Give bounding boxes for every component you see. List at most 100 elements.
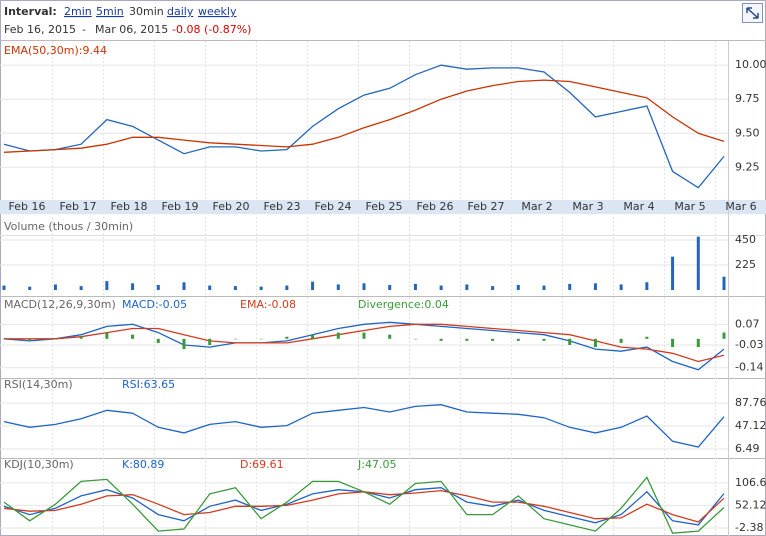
y-tick-label: 9.50 — [735, 126, 760, 139]
bar — [53, 284, 57, 290]
bar — [311, 281, 315, 290]
date-label: Feb 20 — [213, 200, 250, 213]
legend-entry: Divergence:0.04 — [358, 298, 449, 311]
date-label: Feb 23 — [264, 200, 301, 213]
y-tick-label: 52.12 — [735, 498, 766, 511]
bar — [233, 338, 237, 340]
bar — [568, 283, 572, 290]
date-band — [0, 200, 766, 214]
interval-link[interactable]: daily — [167, 5, 194, 18]
date-label: Mar 6 — [725, 200, 756, 213]
bar — [208, 338, 212, 345]
bar — [439, 285, 443, 290]
panel-title: KDJ(10,30m) — [4, 458, 74, 471]
date-label: Mar 3 — [572, 200, 603, 213]
bar — [542, 338, 546, 341]
bar — [645, 282, 649, 290]
date-label: Feb 25 — [366, 200, 403, 213]
bar — [696, 236, 700, 290]
bar — [465, 338, 469, 341]
bar — [362, 332, 366, 339]
interval-current: 30min — [129, 5, 164, 18]
date-label: Mar 4 — [623, 200, 654, 213]
bar — [336, 332, 340, 339]
interval-link[interactable]: 5min — [96, 5, 124, 18]
bar — [619, 284, 623, 290]
y-tick-label: 10.00 — [735, 58, 766, 71]
interval-link[interactable]: weekly — [198, 5, 237, 18]
bar — [336, 284, 340, 290]
y-tick-label: 47.12 — [735, 419, 766, 432]
date-label: Feb 26 — [417, 200, 454, 213]
bar — [28, 338, 32, 341]
bar — [388, 334, 392, 339]
bar — [491, 338, 495, 341]
legend-entry: K:80.89 — [122, 458, 164, 471]
bar — [156, 285, 160, 290]
y-tick-label: 0.07 — [735, 317, 760, 330]
panel-title: MACD(12,26,9,30m) — [4, 298, 116, 311]
bar — [413, 338, 417, 340]
bar — [156, 338, 160, 343]
y-tick-label: 87.76 — [735, 396, 766, 409]
bar — [645, 336, 649, 339]
bar — [696, 338, 700, 348]
legend-entry: EMA:-0.08 — [240, 298, 296, 311]
date-label: Feb 27 — [468, 200, 505, 213]
range-end: Mar 06, 2015 — [95, 23, 168, 36]
y-tick-label: 6.49 — [735, 442, 760, 455]
range-sep: - — [82, 23, 86, 36]
legend-entry: RSI:63.65 — [122, 378, 175, 391]
bar — [285, 285, 289, 290]
y-tick-label: 450 — [735, 233, 756, 246]
bar — [79, 286, 83, 290]
range-change: -0.08 (-0.87%) — [172, 23, 251, 36]
interval-label: Interval: — [4, 5, 57, 18]
line — [3, 404, 725, 448]
legend-entry: D:69.61 — [240, 458, 284, 471]
y-tick-label: -2.38 — [735, 521, 763, 534]
panel-title: Volume (thous / 30min) — [4, 220, 133, 233]
interval-link[interactable]: 2min — [64, 5, 92, 18]
bar — [593, 283, 597, 290]
bar — [619, 338, 623, 343]
y-tick-label: -0.03 — [735, 338, 763, 351]
date-label: Feb 18 — [111, 200, 148, 213]
legend-entry: EMA(50,30m):9.44 — [4, 44, 107, 57]
line — [4, 323, 725, 363]
bar — [516, 285, 520, 290]
expand-button[interactable] — [742, 3, 763, 23]
bar — [105, 281, 109, 290]
bar — [568, 338, 572, 345]
bar — [285, 336, 289, 339]
bar — [259, 338, 263, 340]
bar — [362, 283, 366, 290]
bar — [722, 276, 726, 290]
date-label: Feb 16 — [9, 200, 46, 213]
line — [3, 79, 725, 153]
bar — [131, 334, 135, 339]
bar — [208, 285, 212, 290]
bar — [182, 338, 186, 350]
bar — [439, 338, 443, 341]
bar — [388, 285, 392, 290]
date-label: Mar 2 — [521, 200, 552, 213]
y-tick-label: 9.25 — [735, 160, 760, 173]
panel-title: RSI(14,30m) — [4, 378, 73, 391]
bar — [516, 338, 520, 341]
y-tick-label: 225 — [735, 258, 756, 271]
bar — [465, 284, 469, 290]
y-tick-label: 106.63 — [735, 476, 766, 489]
date-label: Mar 5 — [674, 200, 705, 213]
bar — [671, 338, 675, 348]
bar — [311, 334, 315, 339]
bar — [131, 283, 135, 290]
line — [3, 321, 725, 371]
bar — [542, 285, 546, 290]
bar — [2, 285, 6, 290]
bar — [593, 338, 597, 348]
line — [3, 476, 725, 534]
line — [3, 64, 725, 189]
bar — [28, 286, 32, 290]
